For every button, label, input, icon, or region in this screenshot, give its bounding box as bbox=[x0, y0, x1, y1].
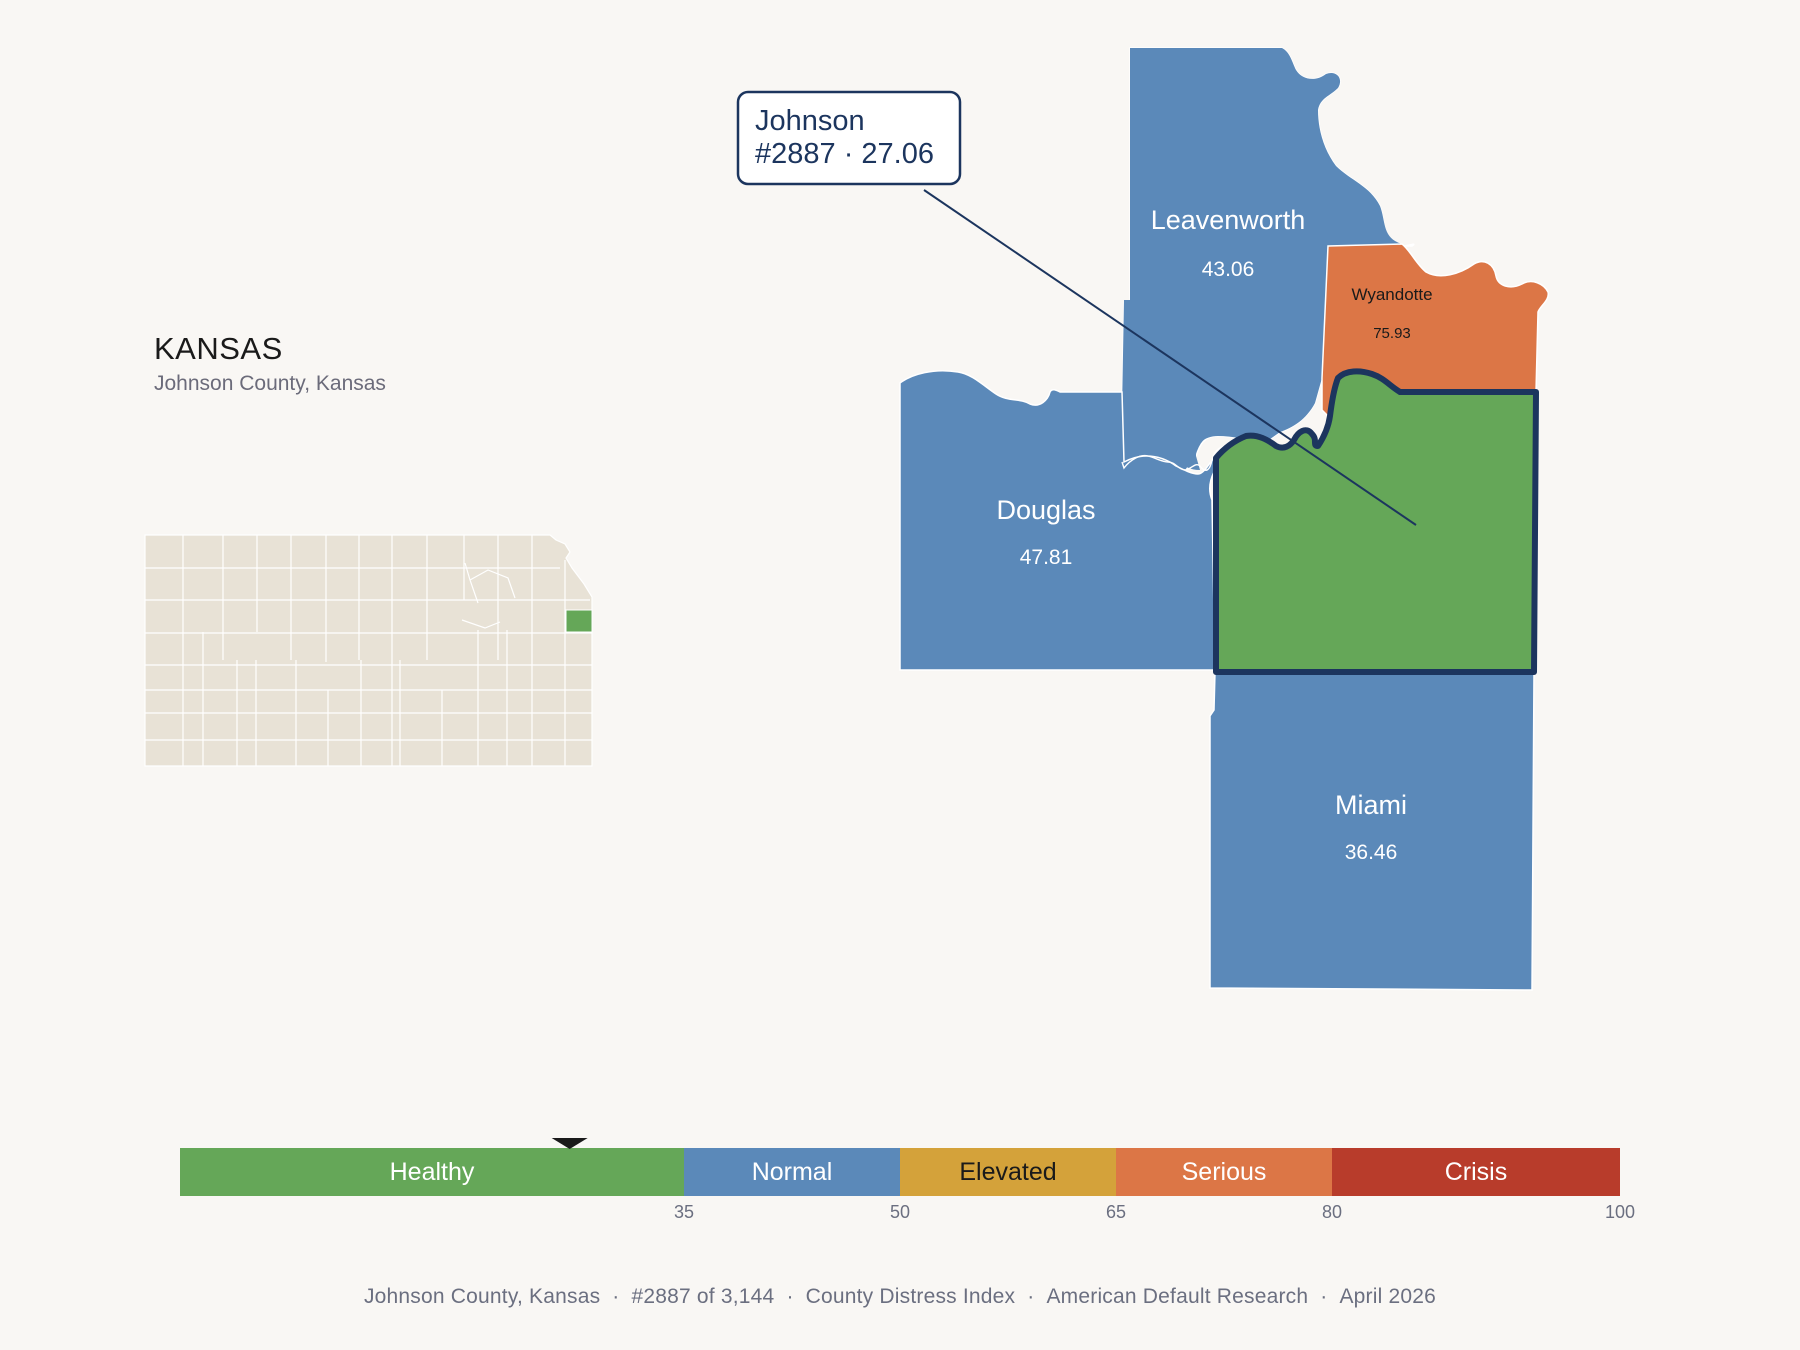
footer-date: April 2026 bbox=[1339, 1285, 1437, 1308]
kansas-county-lines bbox=[145, 535, 592, 766]
legend-band-label-normal: Normal bbox=[752, 1158, 833, 1186]
callout-rank-score: #2887 · 27.06 bbox=[755, 138, 934, 170]
label-douglas-score: 47.81 bbox=[1020, 546, 1073, 569]
footer-separator: · bbox=[1027, 1285, 1035, 1308]
legend-band-label-crisis: Crisis bbox=[1445, 1158, 1508, 1186]
footer: Johnson County, Kansas · #2887 of 3,144 · Co… bbox=[0, 1285, 1800, 1309]
distress-scale-legend: Healthy Normal Elevated Serious Crisis 35 50 65… bbox=[180, 1138, 1635, 1222]
county-douglas[interactable] bbox=[899, 370, 1216, 671]
footer-separator: · bbox=[786, 1285, 794, 1308]
county-leavenworth-body bbox=[1122, 48, 1402, 470]
footer-county: Johnson County, Kansas bbox=[363, 1285, 601, 1308]
legend-band-serious bbox=[1116, 1148, 1332, 1196]
footer-separator: · bbox=[1320, 1285, 1328, 1308]
kansas-inset-johnson-highlight bbox=[565, 609, 593, 633]
johnson-callout: Johnson #2887 · 27.06 bbox=[736, 90, 1417, 526]
legend-band-crisis bbox=[1332, 1148, 1620, 1196]
legend-tick-label: 100 bbox=[1605, 1202, 1635, 1222]
kansas-river-line bbox=[1121, 444, 1235, 471]
legend-tick-label: 65 bbox=[1106, 1202, 1126, 1222]
footer-source: American Default Research bbox=[1046, 1285, 1309, 1308]
callout-leader-line bbox=[923, 189, 1417, 526]
label-miami-score: 36.46 bbox=[1345, 841, 1398, 864]
label-miami-name: Miami bbox=[1335, 790, 1407, 820]
footer-rank: #2887 of 3,144 bbox=[631, 1285, 775, 1308]
callout-county-name: Johnson bbox=[755, 105, 865, 137]
state-title: KANSAS bbox=[154, 331, 283, 366]
state-subtitle: Johnson County, Kansas bbox=[154, 372, 386, 395]
legend-band-elevated bbox=[900, 1148, 1116, 1196]
label-wyandotte-name: Wyandotte bbox=[1351, 285, 1432, 304]
label-leavenworth-score: 43.06 bbox=[1202, 258, 1255, 281]
county-miami[interactable] bbox=[1209, 671, 1535, 991]
county-johnson[interactable] bbox=[1213, 368, 1539, 675]
legend-band-normal bbox=[684, 1148, 900, 1196]
callout-box bbox=[736, 90, 962, 186]
legend-tick-label: 80 bbox=[1322, 1202, 1342, 1222]
legend-band-label-elevated: Elevated bbox=[959, 1158, 1056, 1186]
kansas-locator-inset bbox=[144, 534, 593, 767]
county-labels: Leavenworth 43.06 Wyandotte 75.93 Dougla… bbox=[996, 205, 1432, 864]
legend-current-value-marker bbox=[551, 1138, 588, 1149]
label-douglas-name: Douglas bbox=[996, 495, 1095, 525]
label-wyandotte-score: 75.93 bbox=[1373, 325, 1411, 342]
county-map bbox=[899, 47, 1549, 991]
legend-band-healthy bbox=[180, 1148, 684, 1196]
legend-band-label-serious: Serious bbox=[1182, 1158, 1267, 1186]
legend-tick-label: 50 bbox=[890, 1202, 910, 1222]
footer-index-name: County Distress Index bbox=[805, 1285, 1016, 1308]
kansas-state-shape bbox=[144, 534, 593, 767]
footer-separator: · bbox=[612, 1285, 620, 1308]
label-leavenworth-name: Leavenworth bbox=[1151, 205, 1306, 235]
legend-band-label-healthy: Healthy bbox=[390, 1158, 475, 1186]
legend-tick-label: 35 bbox=[674, 1202, 694, 1222]
